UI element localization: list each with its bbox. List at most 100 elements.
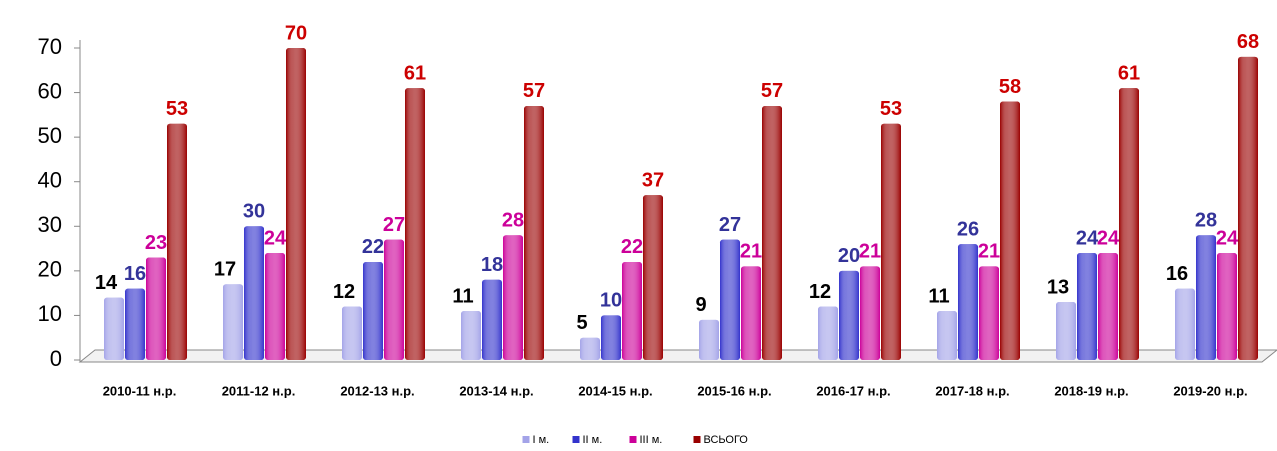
data-label: 12 <box>333 281 355 303</box>
y-tick-label: 20 <box>38 257 62 282</box>
x-tick-label: 2018-19 н.р. <box>1054 383 1128 398</box>
data-label: 57 <box>761 80 783 102</box>
bar-shade <box>482 279 502 360</box>
bar-shade <box>1119 88 1139 360</box>
data-label: 70 <box>285 22 307 44</box>
x-tick-label: 2010-11 н.р. <box>103 383 177 398</box>
data-label: 24 <box>1216 227 1239 249</box>
x-tick-label: 2016-17 н.р. <box>816 383 890 398</box>
legend-swatch <box>693 436 701 443</box>
data-label: 28 <box>502 209 524 231</box>
bar-shade <box>1056 302 1076 360</box>
data-label: 21 <box>859 241 881 263</box>
legend-label: III м. <box>640 434 663 446</box>
data-label: 11 <box>928 285 949 307</box>
bar-shade <box>223 284 243 360</box>
bar-shade <box>699 319 719 360</box>
bar-shade <box>643 195 663 360</box>
bar-shade <box>958 244 978 360</box>
legend-label: II м. <box>583 434 603 446</box>
bar-shade <box>1000 101 1020 360</box>
y-tick-label: 60 <box>38 78 62 103</box>
x-tick-label: 2013-14 н.р. <box>459 383 533 398</box>
bar-shade <box>461 310 481 360</box>
bar-shade <box>881 123 901 361</box>
data-label: 68 <box>1237 31 1259 53</box>
y-tick-label: 50 <box>38 123 62 148</box>
legend-swatch <box>522 436 530 443</box>
data-label: 10 <box>600 290 622 312</box>
bar-shade <box>286 48 306 360</box>
bar-shade <box>839 270 859 360</box>
legend-swatch <box>572 436 580 443</box>
data-label: 27 <box>719 214 741 236</box>
bar-shade <box>860 266 880 360</box>
bar-shade <box>244 226 264 360</box>
bar-shade <box>1238 56 1258 361</box>
data-label: 24 <box>1076 227 1099 249</box>
data-label: 37 <box>642 169 664 191</box>
data-label: 9 <box>695 294 706 316</box>
x-tick-label: 2015-16 н.р. <box>697 383 771 398</box>
bar-shade <box>937 310 957 360</box>
y-tick-label: 30 <box>38 212 62 237</box>
bar-shade <box>104 297 124 360</box>
data-label: 14 <box>95 272 118 294</box>
bar-shade <box>720 239 740 360</box>
bar-shade <box>622 261 642 360</box>
y-tick-label: 0 <box>50 346 62 371</box>
y-tick-label: 40 <box>38 168 62 193</box>
y-tick-label: 70 <box>38 34 62 59</box>
data-label: 61 <box>404 62 426 84</box>
data-label: 26 <box>957 218 979 240</box>
x-tick-label: 2011-12 н.р. <box>222 383 296 398</box>
bar-shade <box>363 261 383 360</box>
data-label: 11 <box>452 285 473 307</box>
legend-label: ВСЬОГО <box>704 434 749 446</box>
y-tick-label: 10 <box>38 301 62 326</box>
data-label: 5 <box>576 312 587 334</box>
data-label: 53 <box>166 98 188 120</box>
bar-shade <box>342 306 362 360</box>
bar-shade <box>1196 235 1216 360</box>
bar-shade <box>741 266 761 360</box>
data-label: 20 <box>838 245 860 267</box>
legend-label: I м. <box>533 434 550 446</box>
data-label: 61 <box>1118 62 1140 84</box>
bar-shade <box>1175 288 1195 360</box>
data-label: 18 <box>481 254 503 276</box>
bar-shade <box>265 253 285 360</box>
data-label: 27 <box>383 214 405 236</box>
data-label: 21 <box>978 241 1000 263</box>
bar-shade <box>762 105 782 360</box>
data-label: 22 <box>621 236 643 258</box>
data-label: 24 <box>264 227 287 249</box>
data-label: 22 <box>362 236 384 258</box>
data-label: 30 <box>243 201 265 223</box>
bar-shade <box>1098 253 1118 360</box>
data-label: 23 <box>145 232 167 254</box>
data-label: 21 <box>740 241 762 263</box>
x-tick-label: 2019-20 н.р. <box>1173 383 1247 398</box>
bar-shade <box>1217 253 1237 360</box>
data-label: 12 <box>809 281 831 303</box>
data-label: 16 <box>1166 263 1188 285</box>
bar-shade <box>818 306 838 360</box>
bar-shade <box>405 88 425 360</box>
x-tick-label: 2014-15 н.р. <box>578 383 652 398</box>
data-label: 16 <box>124 263 146 285</box>
bar-shade <box>580 337 600 360</box>
bar-shade <box>146 257 166 360</box>
bar-shade <box>384 239 404 360</box>
bar-shade <box>524 105 544 360</box>
bar-shade <box>601 315 621 360</box>
data-label: 24 <box>1097 227 1120 249</box>
data-label: 13 <box>1047 276 1069 298</box>
data-label: 17 <box>214 259 236 281</box>
data-label: 53 <box>880 98 902 120</box>
bar-shade <box>125 288 145 360</box>
bar-shade <box>1077 253 1097 360</box>
x-tick-label: 2012-13 н.р. <box>340 383 414 398</box>
bar-shade <box>503 235 523 360</box>
